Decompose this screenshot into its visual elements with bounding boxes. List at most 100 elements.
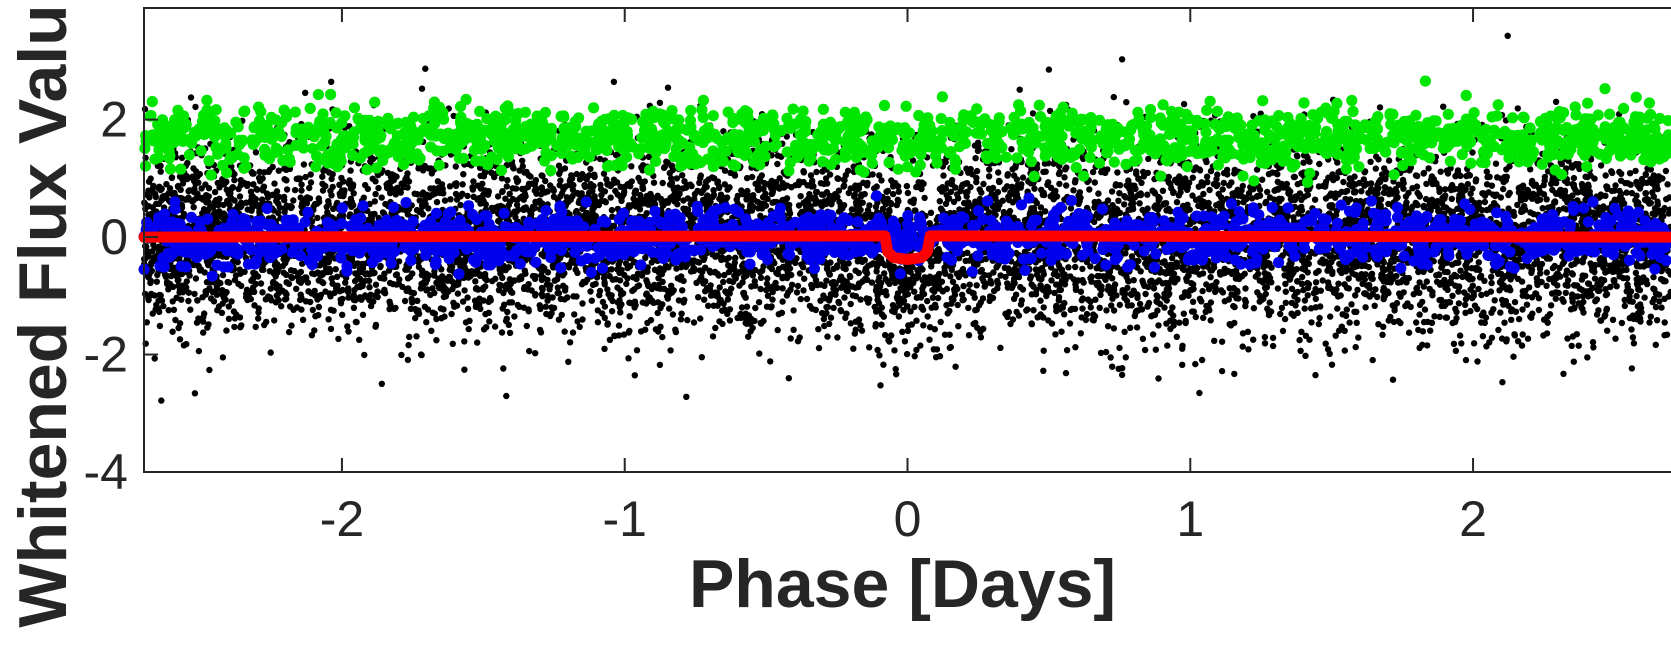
data-point [1642,190,1649,197]
data-point [1543,330,1551,337]
data-point [529,203,537,211]
data-point [1579,256,1587,264]
data-point [1346,319,1353,326]
data-point [1261,333,1269,341]
data-point [1628,326,1635,333]
data-point [972,155,979,162]
data-point [199,318,207,325]
data-point [1019,286,1027,293]
data-point [550,185,557,193]
data-point [285,328,293,336]
data-point [830,304,837,312]
data-point [1609,169,1616,177]
data-point [1434,197,1441,205]
data-point [911,288,918,295]
data-point [1239,343,1246,350]
data-point [298,306,305,313]
data-point [1008,146,1015,153]
data-point [344,323,351,330]
data-point [454,290,462,297]
data-point [1660,213,1667,220]
data-point [457,201,464,209]
data-point [1497,309,1504,316]
data-point [1089,168,1097,176]
data-point [250,181,257,188]
data-point [985,185,993,192]
data-point [924,297,931,305]
data-point [1282,299,1290,306]
data-point [857,296,864,303]
data-point [1155,375,1162,382]
data-point [812,200,819,207]
data-point [195,347,203,355]
data-point [1112,181,1120,188]
data-point [850,345,857,352]
data-point [1546,275,1553,283]
data-point [1375,321,1382,328]
data-point [1030,307,1037,314]
data-point [918,179,926,186]
data-point [697,315,704,322]
data-point [823,265,831,272]
data-point [479,180,486,187]
data-point [1630,340,1638,347]
data-point [1440,103,1447,110]
data-point [1207,299,1215,306]
data-point [1543,196,1550,203]
data-point [1569,181,1576,188]
data-point [1264,261,1272,268]
data-point [656,361,664,369]
data-point [1145,155,1152,163]
data-point [1114,169,1121,176]
data-point [1017,301,1025,308]
data-point [521,284,528,291]
data-point [549,294,556,301]
data-point [1167,181,1174,188]
data-point [1552,289,1560,296]
data-point [457,262,464,270]
data-point [228,185,236,192]
data-point [1380,323,1387,330]
data-point [1372,286,1379,293]
data-point [1341,347,1349,354]
data-point [820,315,828,323]
data-point [393,271,401,278]
data-point [1159,187,1167,194]
data-point [1245,346,1252,353]
data-point [1403,199,1410,206]
data-point [793,289,801,296]
data-point [366,284,373,291]
data-point [1180,100,1188,108]
data-point [1127,324,1134,331]
data-point [679,287,686,294]
data-point [1164,342,1171,349]
data-point [147,261,154,269]
data-point [1027,273,1035,280]
data-point [1499,379,1506,386]
data-point [1643,179,1651,186]
data-point [1052,331,1059,338]
data-point [1534,197,1541,204]
data-point [650,179,658,186]
data-point [157,168,164,175]
data-point [1562,289,1570,297]
data-point [1032,291,1040,298]
data-point [1327,313,1334,320]
data-point [1009,199,1016,206]
data-point [1479,333,1487,340]
data-point [538,284,546,292]
data-point [1037,204,1045,211]
data-point [275,167,282,174]
data-point [544,269,552,276]
data-point [378,194,385,201]
data-point [959,291,966,298]
data-point [892,365,899,373]
data-point [1552,98,1560,106]
data-point [972,319,979,327]
data-point [1262,290,1270,298]
data-point [1028,320,1035,327]
data-point [485,309,492,316]
data-point [1045,317,1052,324]
data-point [1128,253,1136,260]
data-point [1290,214,1297,221]
